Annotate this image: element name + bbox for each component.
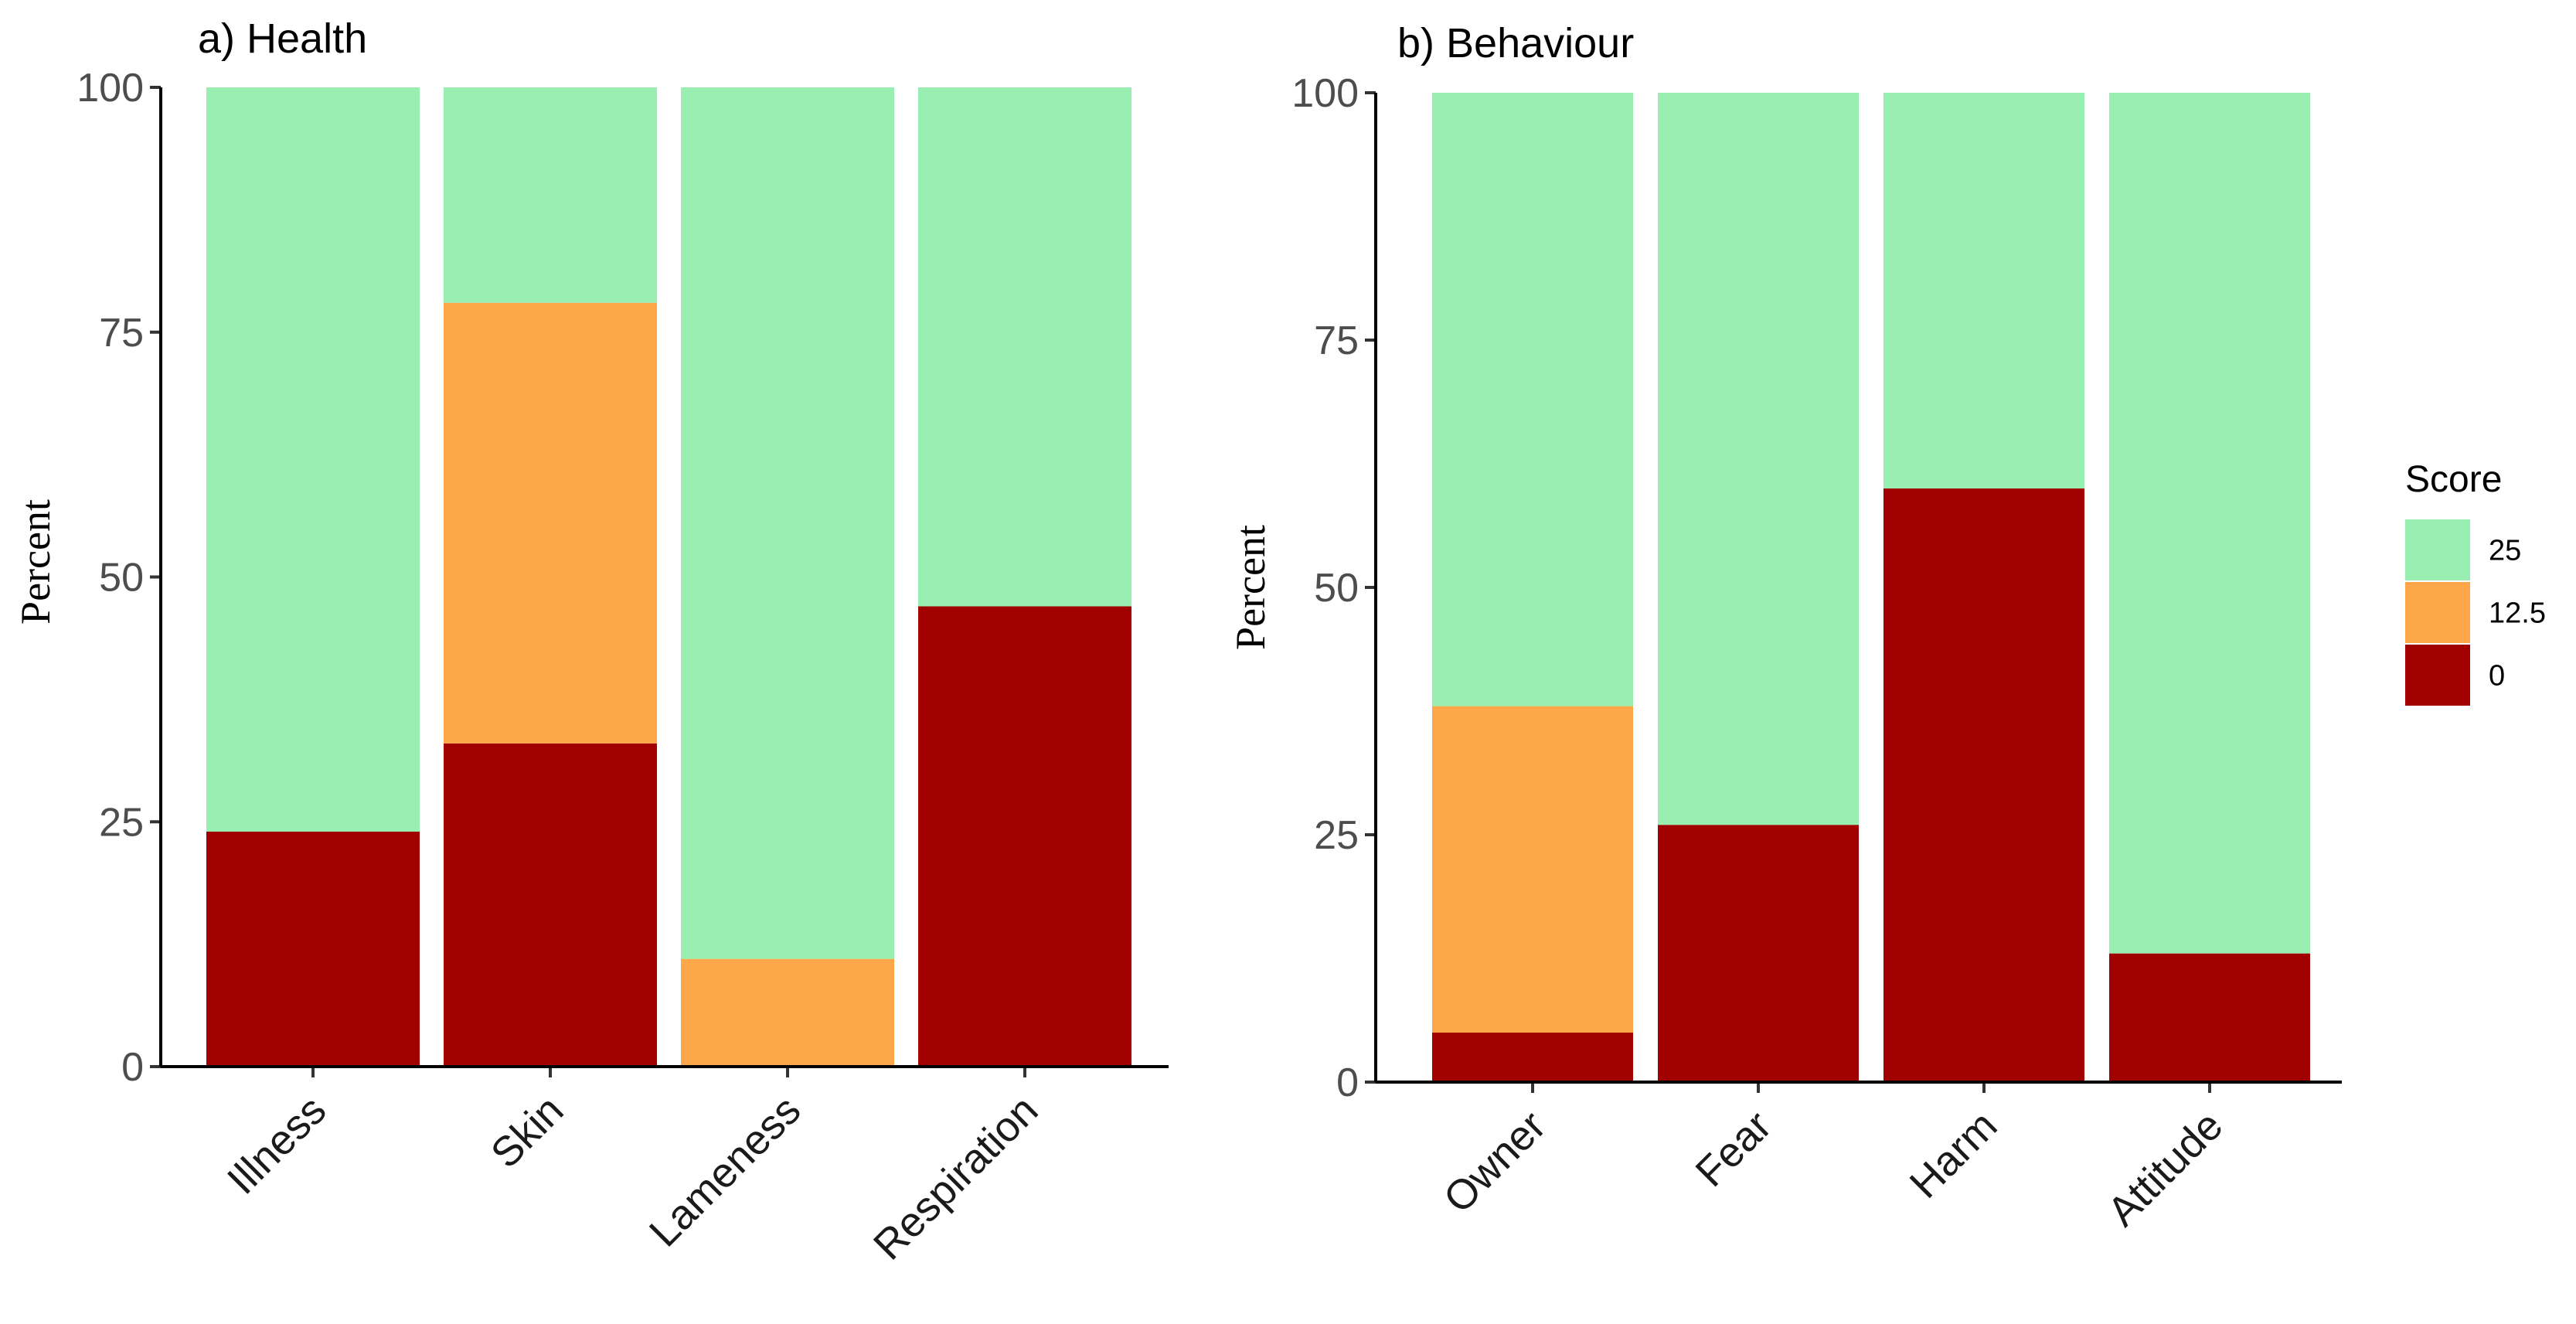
bar-segment-lameness-score-12-5 — [681, 958, 894, 1067]
bar-segment-attitude-score-25 — [2109, 93, 2310, 954]
y-tick-label: 50 — [1314, 566, 1359, 611]
panel-health: a) Health Percent 0 25 50 75 100 Illness Skin… — [12, 15, 1169, 1269]
y-ticks: 0 25 50 75 100 — [77, 66, 161, 1090]
y-ticks: 0 25 50 75 100 — [1291, 71, 1376, 1105]
y-tick-label: 100 — [77, 66, 144, 111]
bar-segment-lameness-score-25 — [681, 87, 894, 959]
x-tick-label: Harm — [1901, 1102, 2006, 1207]
bar-segment-skin-score-0 — [444, 743, 657, 1067]
x-tick-label: Illness — [219, 1087, 335, 1203]
y-tick-label: 0 — [1336, 1060, 1359, 1105]
bar-segment-harm-score-25 — [1884, 93, 2084, 488]
x-tick-label: Fear — [1687, 1102, 1781, 1196]
y-tick-label: 75 — [1314, 318, 1359, 363]
bar-segment-fear-score-25 — [1658, 93, 1859, 825]
legend: Score 25 12.5 0 — [2405, 459, 2546, 706]
bar-segment-owner-score-0 — [1432, 1033, 1633, 1082]
legend-label: 12.5 — [2489, 597, 2546, 630]
bar-segment-illness-score-25 — [206, 87, 420, 832]
legend-key-25 — [2405, 519, 2470, 580]
legend-label: 0 — [2489, 660, 2505, 693]
panel-title: b) Behaviour — [1397, 20, 1634, 66]
y-tick-label: 50 — [99, 556, 144, 601]
bar-segment-attitude-score-0 — [2109, 953, 2310, 1082]
bar-segment-owner-score-12-5 — [1432, 706, 1633, 1033]
bar-segment-respiration-score-0 — [918, 606, 1131, 1067]
x-tick-label: Skin — [482, 1087, 573, 1177]
legend-key-12-5 — [2405, 582, 2470, 643]
legend-label: 25 — [2489, 535, 2521, 567]
x-tick-label: Lameness — [641, 1087, 810, 1256]
panel-title: a) Health — [198, 15, 367, 62]
bars — [206, 87, 1131, 1067]
x-tick-label: Attitude — [2099, 1102, 2232, 1235]
bars — [1432, 93, 2310, 1082]
panel-behaviour: b) Behaviour Percent 0 25 50 75 100 Owner Fea… — [1227, 20, 2342, 1235]
y-tick-label: 0 — [121, 1045, 144, 1090]
x-tick-label: Owner — [1435, 1102, 1555, 1222]
y-tick-label: 25 — [99, 800, 144, 845]
bar-segment-skin-score-25 — [444, 87, 657, 303]
legend-key-0 — [2405, 645, 2470, 706]
bar-segment-skin-score-12-5 — [444, 302, 657, 744]
y-axis-label: Percent — [12, 499, 59, 625]
bar-segment-illness-score-0 — [206, 831, 420, 1067]
y-tick-label: 25 — [1314, 813, 1359, 858]
bar-segment-respiration-score-25 — [918, 87, 1131, 607]
y-tick-label: 75 — [99, 311, 144, 356]
bar-segment-owner-score-25 — [1432, 93, 1633, 706]
y-axis-label: Percent — [1227, 525, 1274, 650]
legend-items: 25 12.5 0 — [2405, 519, 2546, 706]
x-ticks: Owner Fear Harm Attitude — [1435, 1082, 2232, 1235]
y-tick-label: 100 — [1291, 71, 1359, 116]
bar-segment-fear-score-0 — [1658, 825, 1859, 1082]
x-ticks: Illness Skin Lameness Respiration — [219, 1067, 1047, 1269]
legend-title: Score — [2405, 459, 2502, 500]
bar-segment-harm-score-0 — [1884, 488, 2084, 1082]
x-tick-label: Respiration — [865, 1087, 1047, 1269]
